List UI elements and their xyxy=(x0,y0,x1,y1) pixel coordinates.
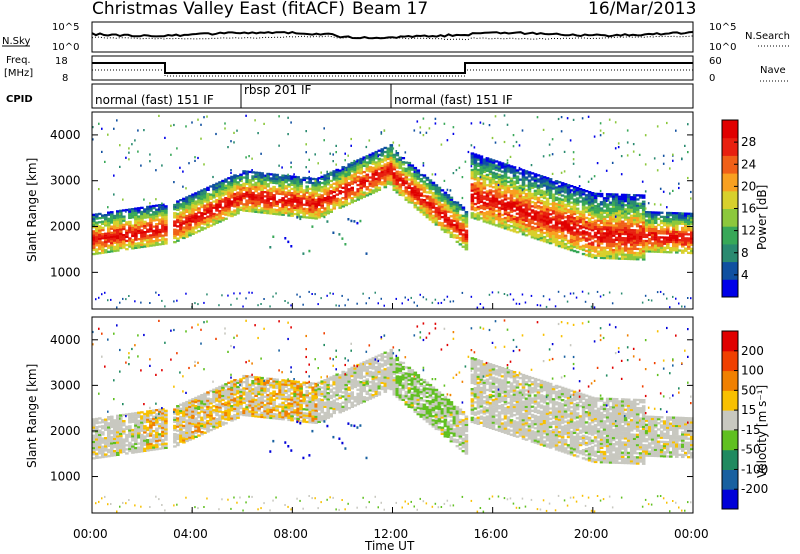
velocity-colorbar-swatch xyxy=(722,390,738,411)
velocity-heatmap xyxy=(92,319,694,513)
beam-label: Beam 17 xyxy=(352,0,428,19)
x-tick-label: 16:00 xyxy=(474,527,509,541)
freq-panel: Freq. [MHz] 18 8 60 0 Nave xyxy=(4,55,790,84)
power-colorbar-swatch xyxy=(722,173,738,192)
velocity-colorbar-swatch xyxy=(722,331,738,352)
power-colorbar-swatch xyxy=(722,190,738,209)
velocity-ytick: 1000 xyxy=(50,470,81,484)
x-tick-label: 00:00 xyxy=(73,527,108,541)
power-colorbar-swatch xyxy=(722,155,738,174)
power-ytick: 3000 xyxy=(50,174,81,188)
power-colorbar-tick: 4 xyxy=(741,268,749,282)
velocity-colorbar-swatch xyxy=(722,449,738,470)
power-panel: 4000 3000 2000 1000 Slant Range [km] 28 24 20… xyxy=(25,111,769,310)
power-colorbar-tick: 16 xyxy=(741,202,756,216)
x-tick-label: 20:00 xyxy=(574,527,609,541)
power-colorbar-swatch xyxy=(722,261,738,280)
velocity-colorbar-swatch xyxy=(722,410,738,431)
power-colorbar-label: Power [dB] xyxy=(755,185,769,250)
velocity-ylabel: Slant Range [km] xyxy=(25,364,39,468)
power-colorbar-swatch xyxy=(722,279,738,298)
power-colorbar-tick: 12 xyxy=(741,224,756,238)
velocity-colorbar-tick: -15 xyxy=(741,423,761,437)
freq-trace xyxy=(92,62,693,74)
x-tick-label: 12:00 xyxy=(374,527,409,541)
velocity-colorbar-swatch xyxy=(722,370,738,391)
date-label: 16/Mar/2013 xyxy=(588,0,696,19)
velocity-ytick: 2000 xyxy=(50,424,81,438)
velocity-colorbar-swatch xyxy=(722,469,738,490)
nsky-label: N.Sky xyxy=(2,36,30,47)
nsearch-legend: N.Search xyxy=(745,31,790,42)
power-colorbar-tick: 28 xyxy=(741,135,756,149)
velocity-colorbar-tick: 200 xyxy=(741,344,764,358)
power-ylabel: Slant Range [km] xyxy=(25,158,39,262)
velocity-colorbar-swatch xyxy=(722,429,738,451)
velocity-colorbar-tick: -200 xyxy=(741,482,768,496)
velocity-colorbar-swatch xyxy=(722,350,738,372)
cpid-label: CPID xyxy=(6,94,33,105)
velocity-colorbar-tick: 15 xyxy=(741,403,756,417)
nsky-trace xyxy=(91,30,694,40)
nsky-right-tick-top: 10^5 xyxy=(709,22,736,33)
x-tick-label: 00:00 xyxy=(674,527,709,541)
power-heatmap xyxy=(92,114,694,309)
x-axis-label: Time UT xyxy=(364,539,415,553)
velocity-colorbar-tick: -100 xyxy=(741,462,768,476)
power-colorbar-swatch xyxy=(722,208,738,227)
nave-legend: Nave xyxy=(760,65,786,76)
velocity-colorbar-tick: 100 xyxy=(741,364,764,378)
power-colorbar-swatch xyxy=(722,243,738,263)
velocity-colorbar-tick: 50 xyxy=(741,383,756,397)
power-colorbar-tick: 24 xyxy=(741,157,756,171)
power-ytick: 4000 xyxy=(50,128,81,142)
velocity-colorbar xyxy=(721,330,739,510)
nsky-right-tick-bottom: 10^0 xyxy=(709,42,736,53)
nsky-tick-top: 10^5 xyxy=(52,22,79,33)
x-tick-label: 04:00 xyxy=(173,527,208,541)
cpid-mode-2: rbsp 201 IF xyxy=(244,83,311,97)
velocity-panel: 4000 3000 2000 1000 Slant Range [km] 200 100… xyxy=(25,316,769,514)
x-tick-label: 08:00 xyxy=(273,527,308,541)
power-ytick: 2000 xyxy=(50,220,81,234)
freq-label: Freq. xyxy=(6,55,31,66)
velocity-colorbar-swatch xyxy=(722,489,738,510)
cpid-panel: CPID normal (fast) 151 IF rbsp 201 IF no… xyxy=(6,83,694,109)
power-colorbar-swatch xyxy=(722,120,738,139)
power-ytick: 1000 xyxy=(50,265,81,279)
nave-trace xyxy=(92,69,693,77)
freq-tick-bottom: 8 xyxy=(62,73,68,84)
velocity-ytick: 3000 xyxy=(50,378,81,392)
freq-right-tick-bottom: 0 xyxy=(709,73,715,84)
nsky-panel: N.Sky 10^5 10^0 10^5 10^0 N.Search xyxy=(2,21,790,53)
power-colorbar-tick: 8 xyxy=(741,246,749,260)
velocity-colorbar-label: Velocity [m s⁻¹] xyxy=(755,385,769,478)
velocity-colorbar-tick: -50 xyxy=(741,443,761,457)
freq-right-tick-top: 60 xyxy=(709,56,722,67)
freq-tick-top: 18 xyxy=(55,56,68,67)
cpid-mode-3: normal (fast) 151 IF xyxy=(394,93,513,107)
power-colorbar-swatch xyxy=(722,226,738,245)
x-axis: 00:00 04:00 08:00 12:00 16:00 20:00 00:00 xyxy=(73,303,709,541)
power-colorbar-tick: 20 xyxy=(741,179,756,193)
power-colorbar-swatch xyxy=(722,137,738,156)
station-title: Christmas Valley East (fitACF) xyxy=(92,0,345,19)
velocity-ytick: 4000 xyxy=(50,333,81,347)
cpid-mode-1: normal (fast) 151 IF xyxy=(95,93,214,107)
nsky-tick-bottom: 10^0 xyxy=(52,42,79,53)
freq-unit: [MHz] xyxy=(4,68,33,79)
